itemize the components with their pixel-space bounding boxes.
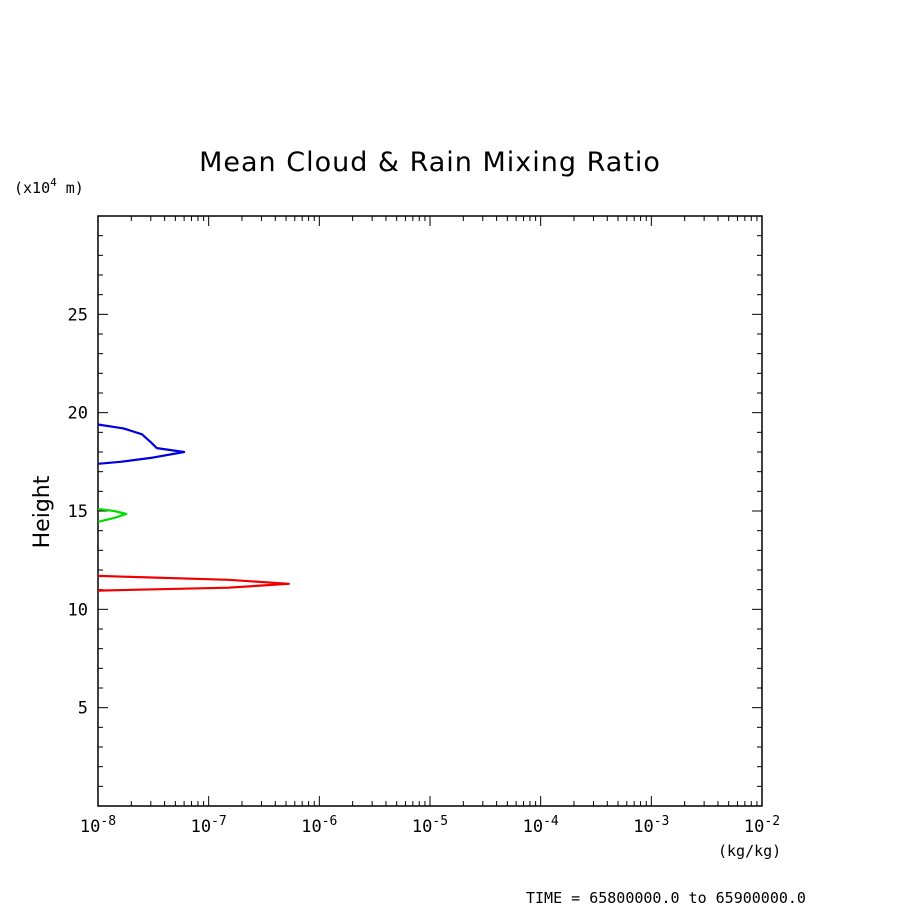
y-unit-suffix: m) <box>57 179 84 197</box>
x-tick-exponent: -3 <box>654 814 670 829</box>
y-tick-label: 20 <box>68 404 88 424</box>
x-unit-label: (kg/kg) <box>718 842 781 860</box>
x-tick-exponent: -4 <box>543 814 559 829</box>
y-tick-label: 25 <box>68 305 88 325</box>
y-axis-label: Height <box>30 475 55 548</box>
x-tick-label: 10-8 <box>80 814 116 837</box>
series-line <box>97 423 186 465</box>
x-tick-label: 10-5 <box>412 814 448 837</box>
y-unit-prefix: (x10 <box>14 179 50 197</box>
x-tick-base: 10 <box>633 817 653 837</box>
x-tick-exponent: -5 <box>432 814 448 829</box>
x-tick-base: 10 <box>744 817 764 837</box>
x-tick-exponent: -7 <box>211 814 227 829</box>
y-tick-label: 15 <box>68 502 88 522</box>
x-tick-labels: 10-8 10-7 10-6 10-5 10-4 10-3 10-2 <box>80 814 780 837</box>
y-tick-label: 5 <box>78 699 88 719</box>
x-tick-exponent: -6 <box>322 814 338 829</box>
x-tick-exponent: -2 <box>764 814 780 829</box>
y-tick-labels: 5 10 15 20 25 <box>68 305 88 718</box>
y-unit-exponent: 4 <box>50 176 57 189</box>
x-tick-base: 10 <box>412 817 432 837</box>
series-line <box>97 574 290 592</box>
x-tick-label: 10-4 <box>523 814 559 837</box>
plot-frame <box>97 215 763 807</box>
time-footer: TIME = 65800000.0 to 65900000.0 <box>526 889 806 904</box>
x-tick-label: 10-6 <box>301 814 337 837</box>
x-tick-base: 10 <box>523 817 543 837</box>
series-group <box>97 423 290 592</box>
x-tick-base: 10 <box>80 817 100 837</box>
x-tick-label: 10-3 <box>633 814 669 837</box>
x-tick-label: 10-2 <box>744 814 780 837</box>
y-unit-label: (x104 m) <box>14 176 84 197</box>
y-tick-label: 10 <box>68 600 88 620</box>
x-tick-exponent: -8 <box>100 814 116 829</box>
x-tick-base: 10 <box>301 817 321 837</box>
x-tick-base: 10 <box>191 817 211 837</box>
x-tick-label: 10-7 <box>191 814 227 837</box>
chart-title: Mean Cloud & Rain Mixing Ratio <box>199 147 661 178</box>
series-line <box>97 507 128 523</box>
axis-ticks <box>97 215 763 807</box>
